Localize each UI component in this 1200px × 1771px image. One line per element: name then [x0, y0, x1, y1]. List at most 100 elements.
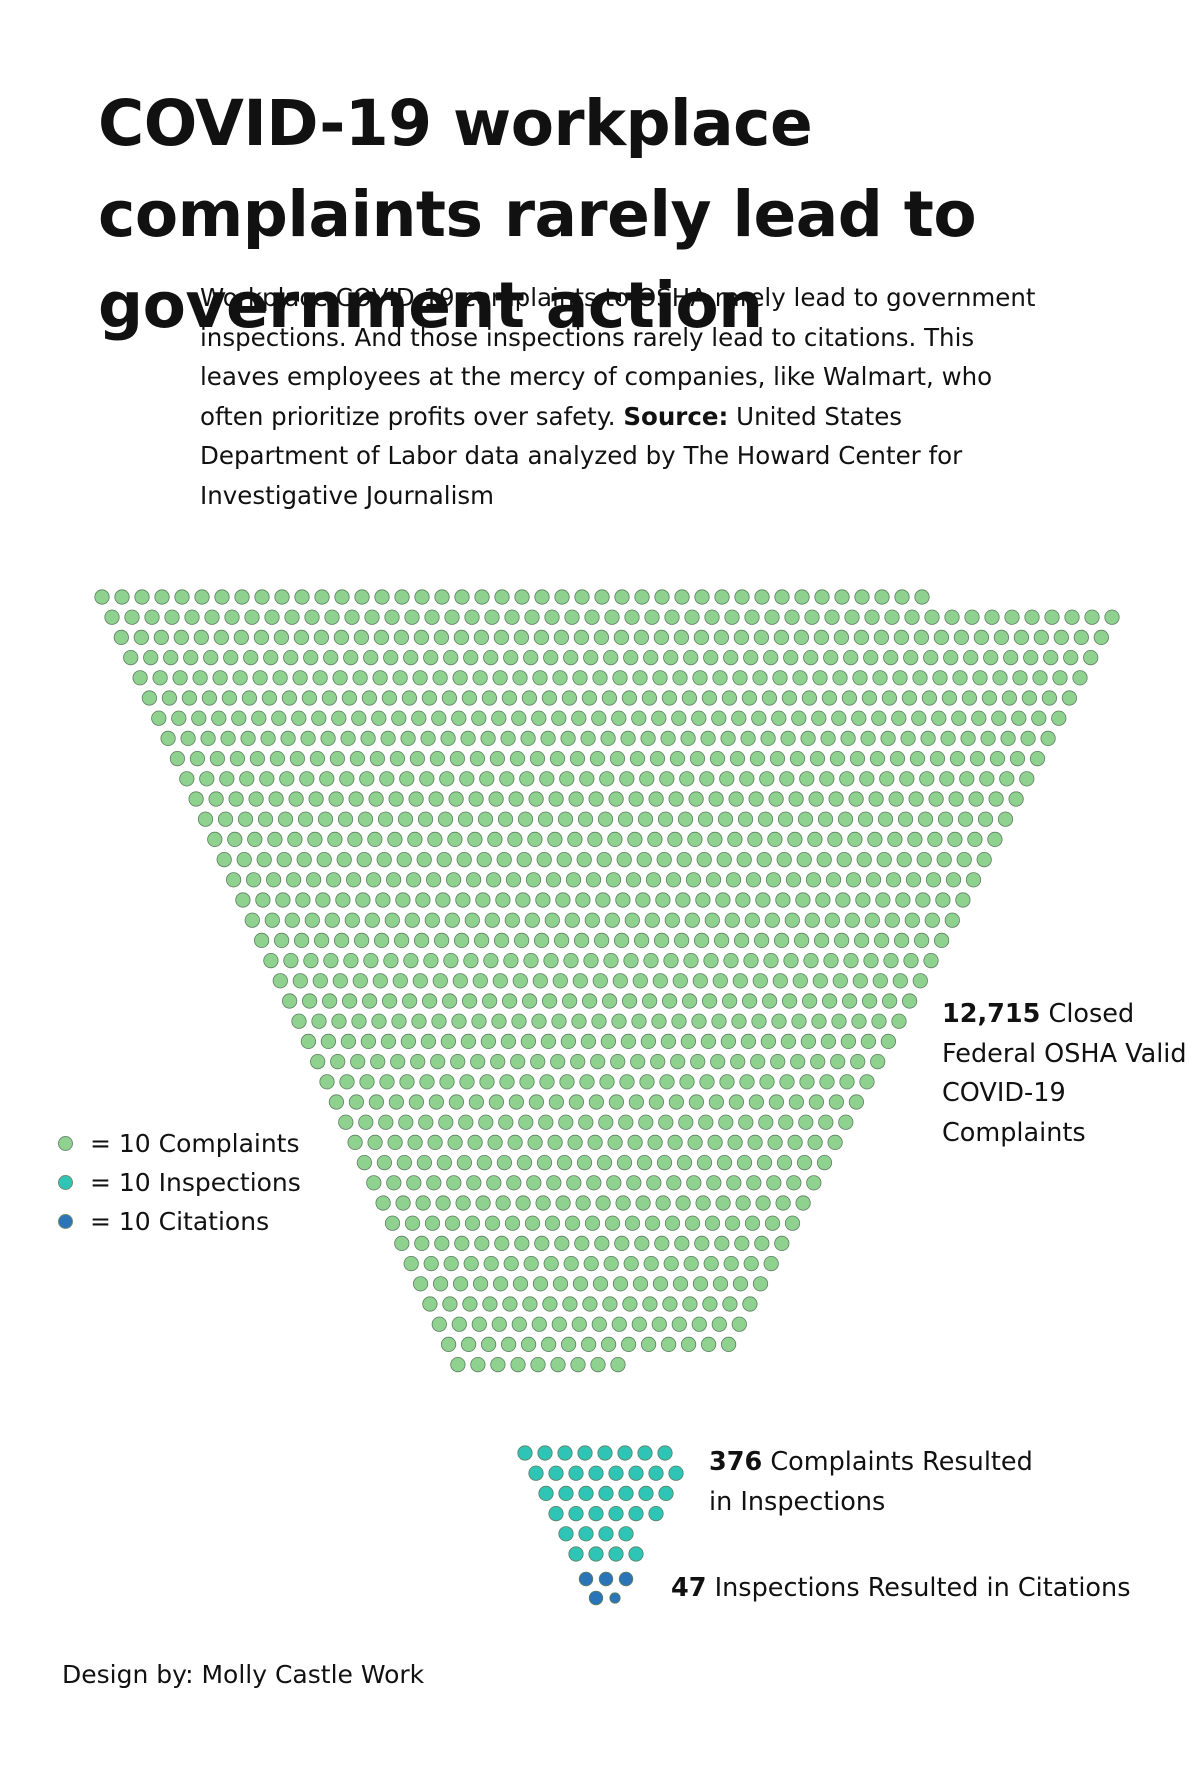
complaint-dot — [776, 1155, 793, 1171]
complaint-dot — [993, 629, 1010, 646]
complaint-dot — [863, 952, 879, 969]
complaint-dot — [480, 730, 496, 747]
complaint-dot — [832, 973, 848, 989]
complaint-dot — [408, 791, 424, 807]
complaint-dot — [528, 791, 544, 807]
complaint-dot — [171, 710, 187, 726]
complaint-dot — [855, 892, 871, 908]
complaint-dot — [229, 750, 245, 767]
complaint-dot — [815, 892, 831, 908]
complaint-dot — [714, 1235, 730, 1252]
complaint-dot — [1044, 609, 1060, 625]
complaint-dot — [543, 1256, 559, 1272]
complaint-dot — [252, 670, 268, 686]
complaint-dot — [753, 629, 770, 646]
complaint-dot — [867, 831, 883, 848]
complaint-dot — [587, 831, 603, 848]
complaint-dot — [775, 1195, 791, 1211]
complaint-dot — [308, 791, 324, 807]
complaint-dot — [869, 750, 886, 767]
complaint-dot — [632, 973, 648, 989]
complaint-dot — [476, 851, 492, 868]
complaint-dot — [492, 1276, 509, 1292]
complaint-dot — [474, 589, 490, 605]
complaint-dot — [500, 1033, 516, 1050]
complaint-dot — [492, 670, 508, 686]
complaint-dot — [443, 1256, 459, 1272]
complaint-dot — [531, 1013, 547, 1029]
inspection-dot — [628, 1546, 644, 1562]
complaint-dot — [944, 912, 960, 928]
complaint-dot — [696, 851, 712, 868]
complaint-dot — [824, 912, 840, 928]
complaint-dot — [537, 811, 554, 827]
complaint-dot — [372, 670, 388, 686]
complaint-dot — [783, 649, 799, 666]
complaint-dot — [348, 1094, 364, 1110]
complaint-dot — [739, 1074, 755, 1090]
complaint-dot — [297, 811, 314, 827]
complaint-dot — [376, 851, 392, 868]
complaint-dot — [661, 690, 678, 706]
complaint-dot — [456, 1155, 472, 1171]
complaint-dot — [734, 1235, 750, 1252]
complaint-dot — [319, 771, 335, 787]
complaint-dot — [734, 589, 750, 605]
complaint-dot — [739, 771, 755, 787]
complaint-dot — [498, 1114, 514, 1130]
complaint-dot — [414, 589, 430, 605]
complaint-dot — [674, 589, 690, 605]
complaint-dot — [461, 993, 478, 1009]
complaint-dot — [761, 993, 778, 1009]
complaint-dot — [911, 710, 927, 726]
complaint-dot — [320, 730, 336, 747]
complaint-dot — [884, 609, 900, 625]
complaint-dot — [694, 589, 710, 605]
complaint-dot — [794, 589, 810, 605]
complaint-dot — [832, 670, 848, 686]
complaint-dot — [474, 1235, 490, 1252]
complaint-dot — [284, 912, 300, 928]
complaint-dot — [733, 629, 750, 646]
complaint-dot — [584, 912, 600, 928]
complaint-dot — [673, 932, 690, 949]
complaint-dot — [755, 1195, 771, 1211]
complaint-dot — [542, 1296, 558, 1312]
complaint-dot — [371, 710, 387, 726]
complaint-dot — [456, 851, 472, 868]
complaint-dot — [833, 932, 850, 949]
complaint-dot — [707, 1134, 723, 1151]
complaint-dot — [848, 1094, 865, 1110]
inspection-dot — [578, 1485, 594, 1502]
complaint-dot — [173, 629, 189, 646]
inspection-dot — [628, 1506, 644, 1522]
complaint-dot — [662, 1296, 678, 1312]
complaint-dot — [207, 831, 223, 848]
complaint-dot — [676, 851, 692, 868]
complaint-dot — [370, 1054, 386, 1070]
complaint-dot — [698, 1114, 714, 1130]
complaint-dot — [400, 730, 416, 747]
complaint-dot — [513, 932, 530, 949]
complaint-dot — [644, 912, 660, 928]
complaint-dot — [833, 629, 850, 646]
complaint-dot — [417, 811, 434, 827]
complaint-dot — [180, 730, 196, 747]
complaint-dot — [529, 750, 546, 767]
complaint-dot — [754, 589, 770, 605]
complaint-dot — [695, 892, 711, 908]
inspections-value: 376 — [709, 1447, 763, 1477]
complaint-dot — [301, 993, 318, 1009]
complaint-dot — [903, 649, 919, 666]
complaint-dot — [291, 710, 307, 726]
complaint-dot — [687, 831, 703, 848]
complaint-dot — [827, 831, 843, 848]
complaint-dot — [1003, 649, 1019, 666]
complaint-dot — [321, 993, 338, 1009]
complaint-dot — [560, 1033, 577, 1050]
complaint-dot — [539, 771, 555, 787]
complaint-dot — [650, 1054, 666, 1070]
inspection-dot — [568, 1465, 584, 1481]
complaint-dot — [163, 649, 179, 666]
